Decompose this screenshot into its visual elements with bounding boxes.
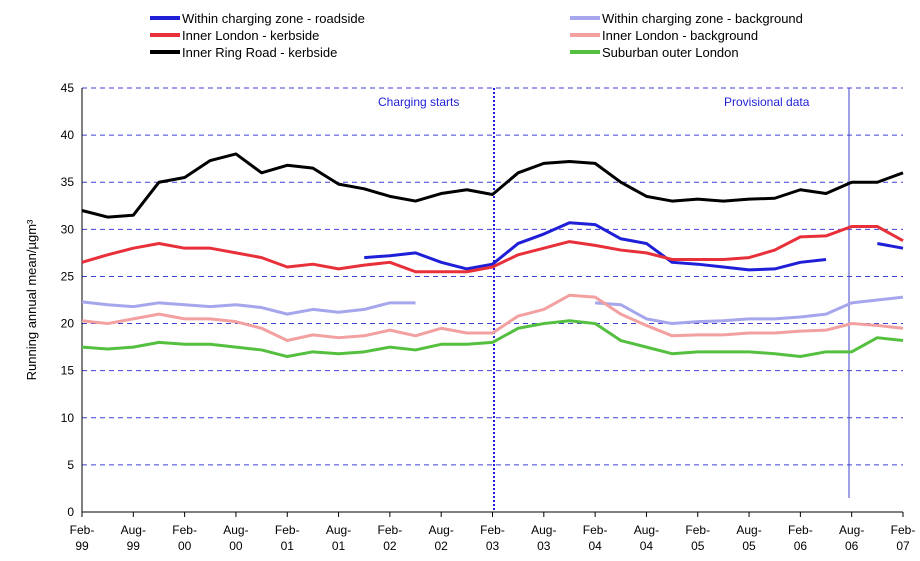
y-tick-label: 5: [67, 458, 74, 472]
y-tick-label: 30: [61, 222, 75, 236]
series-line: [364, 221, 904, 272]
y-tick-label: 45: [61, 81, 75, 95]
x-tick-label: Feb-01: [275, 523, 300, 553]
x-tick-label: Feb-02: [378, 523, 403, 553]
x-tick-label: Feb-04: [583, 523, 608, 553]
series-line: [81, 225, 904, 274]
series-line: [81, 293, 904, 343]
series-line: [81, 319, 904, 359]
y-tick-label: 20: [61, 317, 75, 331]
y-tick-label: 0: [67, 505, 74, 519]
y-tick-label: 35: [61, 175, 75, 189]
x-tick-label: Aug-04: [634, 523, 659, 553]
x-tick-label: Aug-06: [839, 523, 864, 553]
y-tick-label: 25: [61, 269, 75, 283]
legend-label: Suburban outer London: [602, 45, 739, 60]
legend-label: Within charging zone - roadside: [182, 11, 365, 26]
y-axis-label: Running annual mean/µgm³: [24, 219, 39, 380]
legend-label: Inner London - kerbside: [182, 28, 319, 43]
x-tick-label: Feb-99: [70, 523, 95, 553]
annotation: Charging starts: [378, 95, 459, 109]
legend-label: Within charging zone - background: [602, 11, 803, 26]
x-tick-label: Aug-02: [429, 523, 454, 553]
series-line: [81, 152, 904, 219]
annotation: Provisional data: [724, 95, 810, 109]
series-line: [81, 295, 904, 326]
legend-label: Inner Ring Road - kerbside: [182, 45, 337, 60]
y-tick-label: 40: [61, 128, 75, 142]
x-tick-label: Aug-99: [121, 523, 146, 553]
legend-label: Inner London - background: [602, 28, 758, 43]
x-tick-label: Aug-05: [736, 523, 761, 553]
x-tick-label: Feb-05: [685, 523, 710, 553]
x-tick-label: Aug-03: [531, 523, 556, 553]
x-tick-label: Feb-07: [891, 523, 916, 553]
x-tick-label: Feb-06: [788, 523, 813, 553]
y-tick-label: 15: [61, 364, 75, 378]
x-tick-label: Feb-03: [480, 523, 505, 553]
x-tick-label: Aug-01: [326, 523, 351, 553]
x-tick-label: Aug-00: [223, 523, 248, 553]
x-tick-label: Feb-00: [172, 523, 197, 553]
y-tick-label: 10: [61, 411, 75, 425]
